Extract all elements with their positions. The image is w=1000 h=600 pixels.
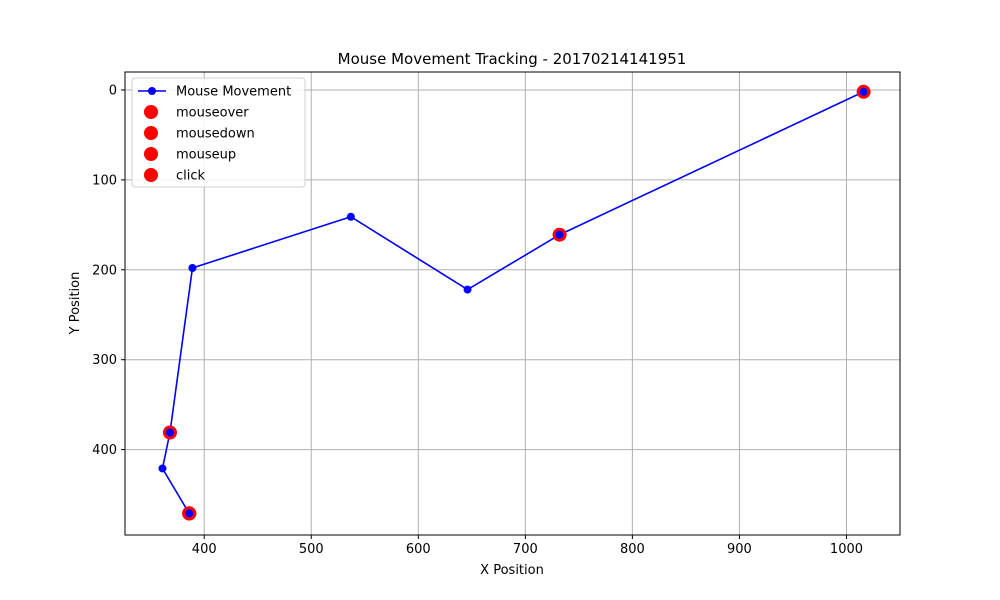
legend-label-mousedown: mousedown (176, 127, 255, 142)
legend-label-click: click (176, 169, 206, 184)
x-tick-label: 900 (727, 542, 752, 557)
legend-box (131, 77, 306, 188)
mouse-movement-point (158, 464, 167, 473)
mouse-movement-point (555, 230, 564, 239)
mouse-movement-point (859, 87, 868, 96)
y-tick-label: 0 (109, 83, 117, 98)
legend-line-marker (148, 87, 156, 95)
ticks-layer: 400 500 600 700 800 900 1000 0 100 200 300 400 (92, 83, 863, 557)
legend-label-mouseover: mouseover (176, 106, 249, 121)
series-layer (161, 91, 864, 514)
y-axis-label: Y Position (68, 272, 83, 336)
x-tick-label: 700 (513, 542, 538, 557)
legend: Mouse Movement mouseover mousedown mouseup c… (131, 77, 306, 188)
x-axis-label: X Position (480, 563, 544, 578)
mouse-movement-point (346, 212, 355, 221)
mouse-movement-point (165, 428, 174, 437)
x-tick-label: 500 (299, 542, 324, 557)
mouse-movement-point (185, 509, 194, 518)
legend-label-mouseup: mouseup (176, 148, 236, 163)
plot-frame (124, 71, 901, 536)
y-tick-label: 100 (92, 173, 117, 188)
mouse-movement-point (188, 263, 197, 272)
legend-marker-mouseup (144, 147, 158, 161)
grid-layer (125, 72, 900, 535)
y-tick-label: 400 (92, 443, 117, 458)
y-tick-label: 300 (92, 353, 117, 368)
y-tick-label: 200 (92, 263, 117, 278)
x-tick-label: 1000 (830, 542, 863, 557)
legend-label-mouse-movement: Mouse Movement (176, 85, 291, 100)
mouse-movement-point (463, 285, 472, 294)
legend-marker-mouseover (144, 105, 158, 119)
x-tick-label: 800 (620, 542, 645, 557)
legend-marker-click (144, 168, 158, 182)
chart-title: Mouse Movement Tracking - 20170214141951 (338, 50, 687, 68)
x-tick-label: 400 (192, 542, 217, 557)
mouse-movement-line (161, 91, 864, 514)
x-tick-label: 600 (406, 542, 431, 557)
events-layer (158, 84, 871, 521)
legend-marker-mousedown (144, 126, 158, 140)
